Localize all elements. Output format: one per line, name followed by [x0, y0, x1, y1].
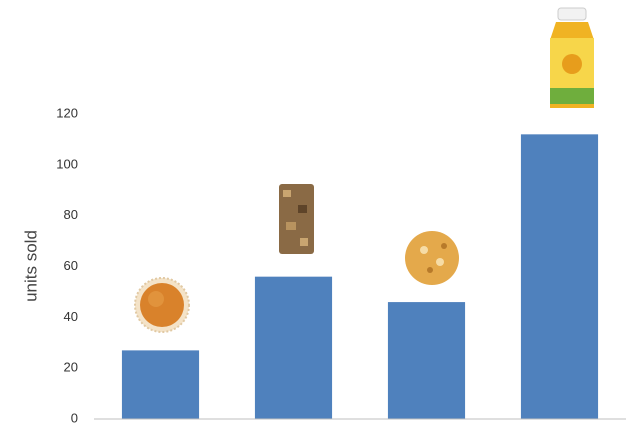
y-axis-label: units sold: [21, 230, 40, 302]
muffin-icon: [134, 277, 190, 333]
y-tick-label: 100: [56, 156, 78, 171]
bar: [121, 350, 200, 419]
y-tick-label: 60: [64, 258, 78, 273]
juice-bottle-icon: [550, 7, 594, 108]
y-tick-label: 120: [56, 105, 78, 120]
y-tick-label: 40: [64, 309, 78, 324]
bar: [254, 276, 333, 419]
cookie-icon: [405, 231, 459, 285]
bar: [387, 302, 466, 419]
y-tick-label: 20: [64, 360, 78, 375]
y-tick-label: 80: [64, 207, 78, 222]
bar: [520, 134, 599, 420]
y-tick-label: 0: [71, 410, 78, 423]
granola-bar-icon: [279, 184, 314, 254]
